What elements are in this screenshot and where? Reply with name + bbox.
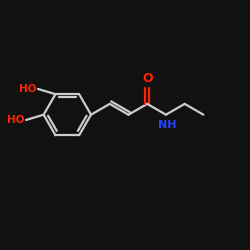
Text: HO: HO: [7, 115, 24, 125]
Text: NH: NH: [158, 120, 176, 130]
Text: O: O: [142, 72, 152, 85]
Text: HO: HO: [19, 84, 36, 94]
